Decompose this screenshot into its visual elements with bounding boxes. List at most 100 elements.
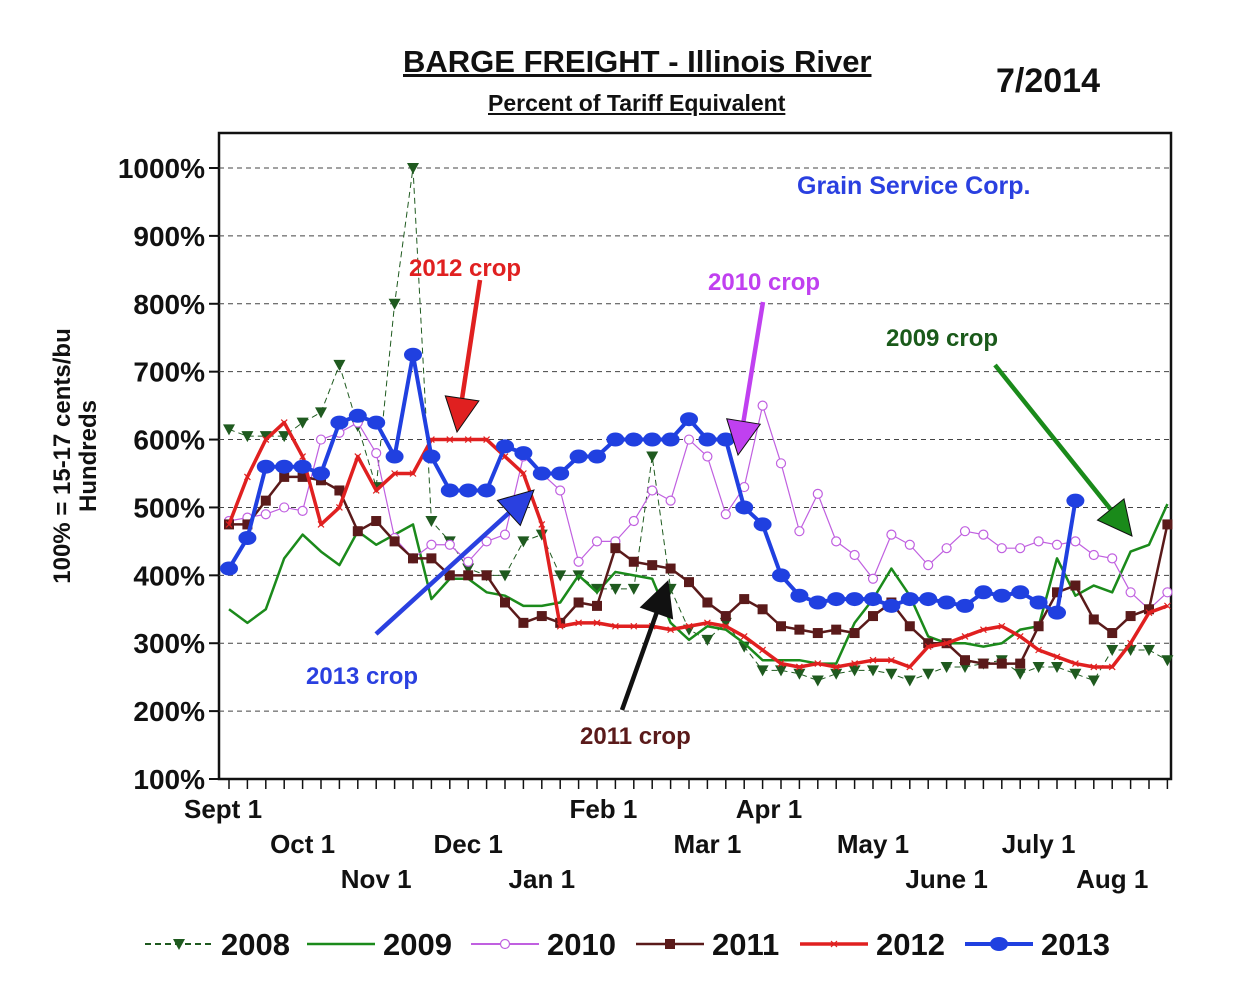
y-tick-label: 400% (133, 560, 205, 591)
data-point (753, 517, 772, 532)
data-point (280, 419, 288, 427)
data-point (647, 485, 658, 496)
data-point (627, 583, 640, 595)
data-point (776, 621, 786, 632)
data-point (775, 458, 787, 469)
data-point (1108, 663, 1116, 671)
data-point (518, 617, 529, 628)
data-point (1107, 553, 1118, 564)
y-tick-label: 100% (133, 764, 205, 795)
data-point (446, 436, 454, 443)
x-tick-label: Aug 1 (1076, 864, 1148, 894)
data-point (330, 415, 349, 430)
data-point (477, 483, 496, 498)
data-point (463, 570, 474, 581)
data-point (1162, 587, 1173, 598)
data-point (904, 539, 915, 550)
data-point (464, 436, 472, 443)
data-point (517, 536, 530, 548)
arrow-2010-crop-shaft (741, 301, 766, 422)
data-point (1070, 580, 1081, 591)
data-point (1162, 519, 1173, 530)
data-point (992, 588, 1011, 603)
legend-label-2008: 2008 (221, 927, 290, 962)
data-point (1011, 585, 1030, 600)
data-point (832, 663, 840, 671)
data-point (827, 592, 846, 607)
data-point (1033, 536, 1044, 547)
data-point (685, 622, 693, 630)
series-2009 (228, 503, 1169, 665)
data-point (297, 505, 308, 516)
x-tick-label: Jan 1 (509, 864, 576, 894)
data-point (996, 543, 1007, 554)
data-point (422, 449, 441, 464)
data-point (974, 585, 993, 600)
data-point (556, 622, 564, 630)
data-point (996, 658, 1007, 669)
data-point (978, 529, 989, 540)
data-point (1161, 655, 1174, 667)
data-point (1066, 493, 1085, 508)
report-date: 7/2014 (996, 62, 1100, 100)
legend (145, 937, 1033, 951)
series-line-2010 (228, 405, 1168, 610)
data-point (814, 660, 822, 668)
data-point (371, 448, 382, 459)
data-point (591, 536, 603, 547)
y-tick-label: 800% (133, 289, 205, 320)
data-point (1051, 661, 1063, 673)
data-point (532, 466, 551, 481)
legend-label-2013: 2013 (1041, 927, 1110, 962)
annotation-grain-service-corp: Grain Service Corp. (797, 172, 1030, 200)
data-point (1014, 668, 1027, 680)
plot-frame (217, 131, 1173, 781)
data-point (998, 622, 1006, 630)
legend-marker-2011 (665, 939, 675, 949)
data-point (956, 598, 974, 613)
x-tick-label: Mar 1 (673, 829, 741, 859)
data-point (922, 668, 935, 680)
data-point (385, 449, 404, 464)
data-point (391, 470, 399, 477)
data-point (333, 359, 346, 371)
data-point (388, 298, 401, 310)
x-tick-label: May 1 (837, 829, 909, 859)
data-point (960, 655, 970, 666)
data-point (444, 539, 455, 550)
data-point (389, 536, 400, 547)
annotation-2012-crop: 2012 crop (409, 255, 521, 282)
data-point (701, 634, 714, 646)
y-tick-label: 600% (133, 425, 205, 456)
data-point (702, 451, 713, 462)
legend-label-2010: 2010 (547, 927, 616, 962)
data-point (885, 668, 898, 680)
data-point (849, 628, 860, 639)
data-point (1088, 614, 1099, 625)
data-point (848, 665, 861, 677)
y-tick-label: 1000% (118, 153, 205, 184)
data-point (756, 665, 769, 677)
data-point (367, 415, 386, 430)
x-tick-label: June 1 (905, 864, 987, 894)
data-point (220, 561, 238, 576)
data-point (628, 556, 639, 567)
y-axis-label-2: Hundreds (75, 400, 102, 512)
data-point (1033, 621, 1044, 632)
data-point (831, 536, 842, 547)
data-point (703, 619, 711, 627)
data-point (1088, 549, 1099, 561)
chart-subtitle: Percent of Tariff Equivalent (488, 90, 786, 116)
data-point (959, 526, 971, 537)
data-point (1071, 660, 1079, 668)
data-point (740, 633, 748, 640)
data-point (242, 519, 253, 530)
data-point (575, 619, 583, 627)
data-point (278, 431, 291, 443)
y-tick-label: 900% (133, 221, 205, 252)
data-point (238, 530, 257, 545)
data-point (348, 408, 367, 423)
data-point (519, 470, 527, 477)
data-point (680, 412, 698, 427)
data-point (1069, 668, 1082, 680)
